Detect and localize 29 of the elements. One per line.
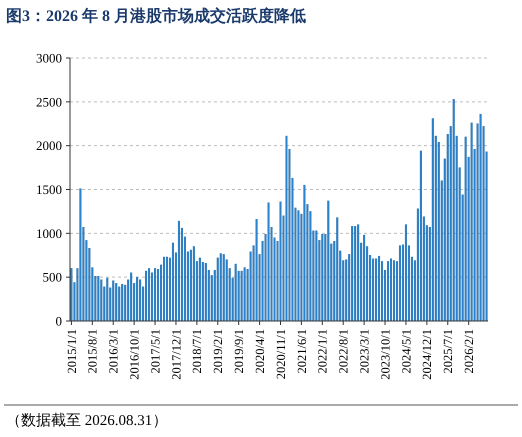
y-tick-label: 3000 <box>36 50 62 66</box>
x-tick-label: 2023/3/1 <box>358 329 372 374</box>
x-tick-label: 2024/12/1 <box>420 329 434 380</box>
x-tick-label: 2016/10/1 <box>128 329 142 380</box>
x-tick-label: 2025/7/1 <box>441 329 456 374</box>
x-tick-label: 2017/12/1 <box>169 329 184 380</box>
x-tick-label: 2015/1/1 <box>64 329 79 374</box>
x-tick-label: 2024/5/1 <box>399 329 414 374</box>
y-tick-label: 1500 <box>36 182 62 198</box>
y-tick-label: 0 <box>56 314 62 329</box>
x-tick-label: 2018/7/1 <box>190 329 204 374</box>
x-tick-label: 2020/11/1 <box>274 329 288 380</box>
x-tick-label: 2022/1/1 <box>316 329 330 374</box>
x-tick-label: 2022/8/1 <box>336 329 351 374</box>
x-tick-label: 2019/2/1 <box>211 329 226 374</box>
chart-title: 图3：2026 年 8 月港股市场成交活跃度降低 <box>6 6 306 25</box>
x-tick-label: 2020/4/1 <box>252 329 267 374</box>
y-tick-label: 1000 <box>36 226 62 241</box>
x-tick-label: 2021/6/1 <box>294 329 309 374</box>
x-tick-label: 2019/9/1 <box>232 329 246 374</box>
y-tick-label: 2500 <box>36 94 62 110</box>
y-tick-label: 2000 <box>36 138 62 154</box>
x-tick-label: 2026/2/1 <box>462 329 476 374</box>
x-tick-label: 2023/10/1 <box>378 329 392 380</box>
x-tick-label: 2015/8/1 <box>86 329 100 374</box>
x-tick-label: 2017/5/1 <box>148 329 162 374</box>
text: （数据截至 2026.08.31） <box>6 412 168 429</box>
y-tick-label: 500 <box>42 270 62 285</box>
x-tick-label: 2016/3/1 <box>106 329 121 374</box>
